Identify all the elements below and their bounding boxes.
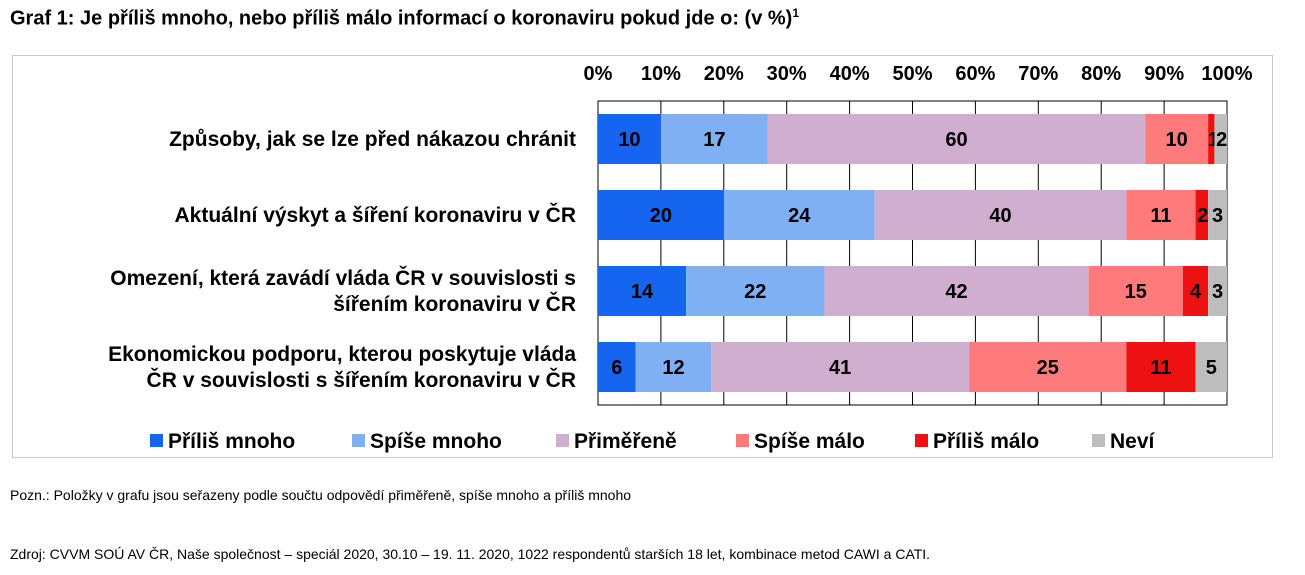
data-label: 11 — [1150, 357, 1171, 379]
data-label: 6 — [611, 357, 622, 379]
bar-segment — [711, 342, 970, 392]
bar-segment — [824, 266, 1089, 316]
legend-swatch — [1092, 434, 1105, 447]
bar-segment — [1195, 190, 1209, 240]
x-tick-label: 40% — [830, 63, 870, 85]
data-label: 17 — [703, 129, 725, 151]
bar-segment — [1208, 266, 1227, 316]
bar-segment — [1145, 114, 1209, 164]
x-tick-label: 100% — [1201, 63, 1252, 85]
category-label: ČR v souvislosti s šířením koronaviru v … — [147, 368, 576, 392]
x-tick-label: 70% — [1018, 63, 1058, 85]
bar-segment — [635, 342, 712, 392]
chart-title-text: Graf 1: Je příliš mnoho, nebo příliš mál… — [10, 7, 793, 30]
legend-swatch — [915, 434, 928, 447]
bar-segment — [598, 114, 661, 164]
bar-segment — [686, 266, 825, 316]
data-label: 22 — [744, 281, 766, 303]
data-label: 1 — [1208, 129, 1219, 151]
data-label: 3 — [1212, 205, 1223, 227]
data-label: 25 — [1037, 357, 1059, 379]
x-tick-label: 60% — [955, 63, 995, 85]
data-label: 2 — [1216, 129, 1227, 151]
title-footnote-mark: 1 — [792, 6, 800, 20]
chart-frame — [12, 55, 1273, 458]
bar-segment — [1208, 190, 1227, 240]
x-tick-label: 10% — [641, 63, 681, 85]
data-label: 2 — [1197, 205, 1208, 227]
data-label: 4 — [1190, 281, 1202, 303]
legend-swatch — [736, 434, 749, 447]
data-label: 42 — [945, 281, 967, 303]
data-label: 20 — [650, 205, 672, 227]
x-tick-label: 30% — [767, 63, 807, 85]
bar-segment — [598, 342, 636, 392]
legend-swatch — [352, 434, 365, 447]
data-label: 5 — [1206, 357, 1217, 379]
data-label: 24 — [788, 205, 811, 227]
bar-segment — [1195, 342, 1227, 392]
legend-label: Přiměřeně — [574, 430, 677, 453]
legend-label: Příliš málo — [933, 430, 1039, 453]
legend-label: Spíše mnoho — [370, 430, 502, 453]
bar-segment — [598, 190, 724, 240]
bar-segment — [767, 114, 1146, 164]
category-label: Způsoby, jak se lze před nákazou chránit — [169, 128, 576, 151]
bar-segment — [1088, 266, 1183, 316]
bar-segment — [969, 342, 1127, 392]
bar-segment — [1182, 266, 1209, 316]
x-tick-label: 90% — [1144, 63, 1184, 85]
category-label: Ekonomickou podporu, kterou poskytuje vl… — [108, 343, 576, 366]
note-text: Pozn.: Položky v grafu jsou seřazeny pod… — [10, 487, 632, 503]
data-label: 3 — [1212, 281, 1223, 303]
legend-swatch — [150, 434, 163, 447]
legend-swatch — [556, 434, 569, 447]
bar-segment — [1208, 114, 1215, 164]
data-label: 40 — [989, 205, 1011, 227]
plot-border — [597, 100, 1228, 406]
category-label: šířením koronaviru v ČR — [333, 292, 576, 316]
bar-segment — [598, 266, 687, 316]
category-label: Omezení, která zavádí vláda ČR v souvisl… — [110, 266, 576, 290]
legend-label: Spíše málo — [754, 430, 865, 453]
bar-segment — [660, 114, 768, 164]
legend-label: Příliš mnoho — [168, 430, 295, 453]
data-label: 10 — [1166, 129, 1188, 151]
bar-segment — [723, 190, 875, 240]
bar-segment — [1214, 114, 1227, 164]
bar-segment — [1126, 190, 1196, 240]
data-label: 15 — [1125, 281, 1147, 303]
x-tick-label: 80% — [1081, 63, 1121, 85]
x-tick-label: 50% — [892, 63, 932, 85]
data-label: 41 — [829, 357, 851, 379]
bar-segment — [1126, 342, 1196, 392]
legend-label: Neví — [1110, 430, 1156, 453]
data-label: 10 — [618, 129, 640, 151]
data-label: 60 — [945, 129, 967, 151]
x-tick-label: 0% — [584, 63, 613, 85]
chart-title: Graf 1: Je příliš mnoho, nebo příliš mál… — [10, 6, 799, 31]
data-label: 11 — [1150, 205, 1171, 227]
data-label: 12 — [662, 357, 684, 379]
source-text: Zdroj: CVVM SOÚ AV ČR, Naše společnost –… — [10, 546, 931, 562]
x-tick-label: 20% — [704, 63, 744, 85]
data-label: 14 — [631, 281, 654, 303]
bar-segment — [874, 190, 1127, 240]
category-label: Aktuální výskyt a šíření koronaviru v ČR — [175, 203, 576, 227]
